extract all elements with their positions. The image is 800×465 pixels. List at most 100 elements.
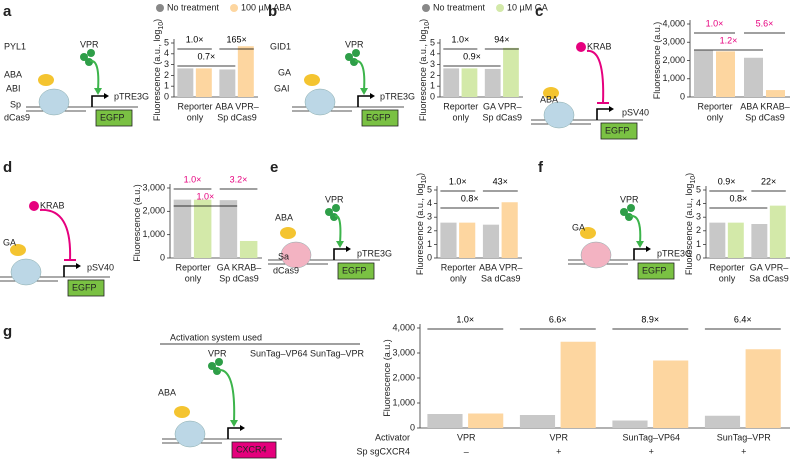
legend-swatch — [496, 4, 505, 12]
bar — [766, 90, 785, 97]
y-axis-label-text: Fluorescence (a.u., log — [684, 184, 694, 276]
reporter-box — [231, 441, 277, 459]
x-tick-label: + — [556, 446, 561, 456]
effect-arrowhead — [230, 420, 238, 427]
schematic-label: GA — [572, 222, 585, 232]
legend-label: No treatment — [167, 2, 220, 12]
x-tick-label: SunTag–VPR — [717, 432, 772, 442]
y-tick-label: 4 — [696, 198, 701, 208]
promoter-arrow — [91, 95, 104, 107]
y-tick-label: 2,000 — [142, 206, 165, 216]
effect-arrow — [629, 214, 642, 244]
y-tick-label: 3,000 — [392, 347, 415, 357]
schematic-label: CXCR4 — [236, 444, 267, 454]
effect-arrow — [39, 208, 72, 261]
schematic-label: KRAB — [40, 200, 65, 210]
bar — [709, 222, 726, 258]
y-tick-label: 1 — [164, 81, 169, 91]
x-tick-label: only — [187, 112, 204, 122]
y-tick-label: 3,000 — [142, 182, 165, 192]
promoter-arrow — [633, 248, 646, 260]
vpr-domain — [85, 58, 93, 66]
fold-change-label: 0.9× — [463, 51, 481, 61]
legend-swatch — [422, 4, 430, 12]
schematic-label: VPR — [620, 194, 639, 204]
fold-change-label: 5.6× — [756, 18, 774, 28]
promoter-arrowhead — [240, 425, 245, 431]
vpr-domain — [332, 204, 340, 212]
promoter-arrow — [333, 248, 346, 260]
fold-change-label: 1.0× — [706, 18, 724, 28]
reporter-box — [600, 122, 638, 140]
schematic-label: Sa — [278, 251, 289, 261]
y-tick-label: 0 — [410, 422, 415, 432]
legend-label: 10 µM GA — [507, 2, 548, 12]
schematic-label: EGFP — [366, 112, 391, 122]
fold-change-label: 0.8× — [461, 193, 479, 203]
y-tick-label: 2,000 — [392, 372, 415, 382]
bar — [769, 205, 786, 258]
bar — [704, 415, 741, 428]
panel-letter: c — [535, 3, 543, 20]
x-tick-label: only — [719, 273, 736, 283]
dcas9 — [38, 88, 70, 116]
x-tick-label: Reporter — [177, 101, 212, 111]
fold-change-label: 1.2× — [720, 35, 738, 45]
y-tick-label: 0 — [430, 91, 435, 101]
schematic-label: pTRE3G — [380, 91, 415, 101]
fold-change-label: 1.0× — [186, 34, 204, 44]
bar — [219, 200, 238, 258]
y-axis-label-text: Fluorescence (a.u., log — [415, 184, 425, 276]
panel-letter: d — [3, 159, 12, 176]
promoter-arrowhead — [104, 93, 109, 99]
bar — [560, 341, 596, 428]
vpr-domain — [620, 208, 628, 216]
bar — [727, 222, 744, 258]
fold-change-label: 165× — [226, 34, 246, 44]
fold-change-label: 0.9× — [718, 176, 736, 186]
krab-domain — [576, 42, 586, 52]
panel-letter: f — [538, 159, 544, 176]
x-tick-label: only — [450, 273, 467, 283]
y-tick-label: 1,000 — [392, 397, 415, 407]
effect-arrow — [217, 368, 236, 423]
schematic-label: ABA — [158, 387, 176, 397]
y-axis-label: Fluorescence (a.u.) — [652, 22, 662, 100]
vpr-domain — [325, 208, 333, 216]
dimerizer — [10, 244, 26, 256]
y-axis-label-sub: 10 — [421, 176, 428, 184]
schematic-label: EGFP — [72, 282, 97, 292]
bar — [461, 68, 478, 97]
y-axis-label-text: Fluorescence (a.u.) — [382, 339, 392, 417]
dimerizer — [304, 74, 320, 86]
y-tick-label: 2 — [427, 225, 432, 235]
schematic-label: KRAB — [587, 41, 612, 51]
bar — [219, 69, 236, 97]
vpr-domain — [215, 358, 223, 366]
effect-arrow — [586, 49, 605, 104]
schematic-label: EGFP — [605, 125, 630, 135]
bar — [173, 199, 192, 258]
effect-arrowhead — [360, 88, 368, 95]
vpr-domain — [627, 204, 635, 212]
bar — [193, 199, 212, 258]
y-tick-label: 5 — [696, 184, 701, 194]
x-tick-label: Reporter — [709, 262, 744, 272]
schematic-label: pSV40 — [622, 107, 649, 117]
bar — [443, 68, 460, 97]
schematic-label: PYL1 — [4, 41, 26, 51]
effect-arrowhead — [94, 88, 102, 95]
fold-change-label: 43× — [493, 176, 508, 186]
y-tick-label: 2,000 — [662, 55, 685, 65]
promoter-arrowhead — [346, 246, 351, 252]
y-axis-label: Fluorescence (a.u., log10) — [415, 173, 428, 275]
fold-change-label: 1.0× — [456, 314, 474, 324]
x-tick-label: Reporter — [443, 101, 478, 111]
schematic-label: pTRE3G — [114, 91, 149, 101]
reporter-box — [67, 279, 105, 297]
bar — [653, 360, 689, 428]
y-tick-label: 1 — [430, 81, 435, 91]
y-axis-label-end: ) — [152, 19, 162, 22]
schematic-label: VPR — [208, 348, 227, 358]
bar — [482, 224, 500, 258]
